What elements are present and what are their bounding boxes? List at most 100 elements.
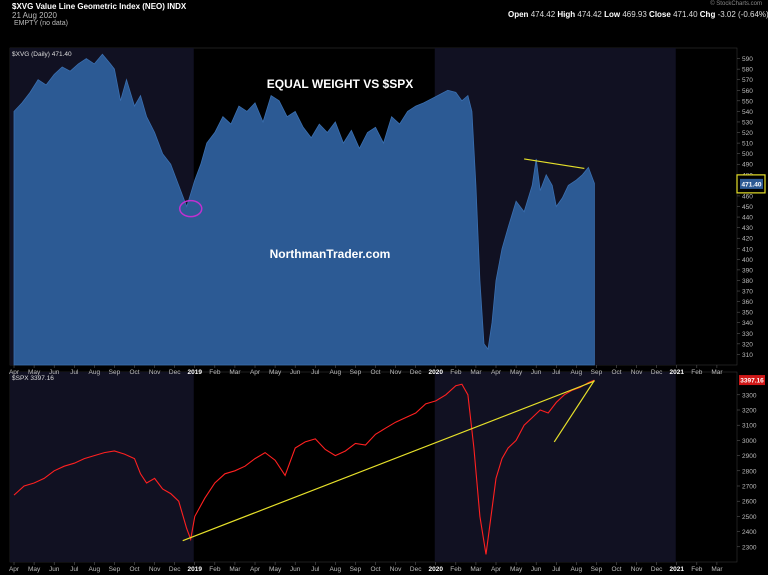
- bottom-x-tick-label: Dec: [651, 566, 663, 573]
- close-value: 471.40: [673, 10, 698, 19]
- top-x-tick-label: Oct: [129, 369, 139, 376]
- y-tick-label: 2800: [742, 468, 757, 475]
- top-x-tick-label: Aug: [571, 369, 583, 376]
- top-x-tick-label: Jun: [49, 369, 60, 376]
- top-x-tick-label: Feb: [450, 369, 462, 376]
- bottom-x-tick-label: Nov: [631, 566, 643, 573]
- empty-note: EMPTY (no data): [14, 20, 68, 27]
- bottom-x-tick-label: Oct: [370, 566, 380, 573]
- y-tick-label: 350: [742, 310, 753, 317]
- bottom-x-tick-label: Sep: [591, 566, 603, 573]
- y-tick-label: 3200: [742, 408, 757, 415]
- spx-last-value: 3397.16: [740, 378, 764, 385]
- top-x-tick-label: Mar: [229, 369, 241, 376]
- y-tick-label: 2500: [742, 514, 757, 521]
- y-tick-label: 500: [742, 151, 753, 158]
- watermark-text: NorthmanTrader.com: [270, 247, 391, 261]
- y-tick-label: 370: [742, 289, 753, 296]
- chart-date: 21 Aug 2020: [12, 11, 57, 20]
- open-value: 474.42: [530, 10, 556, 19]
- bottom-x-tick-label: 2020: [429, 566, 444, 573]
- top-x-tick-label: Aug: [89, 369, 101, 376]
- y-tick-label: 2900: [742, 453, 757, 460]
- high-label: High: [557, 10, 576, 19]
- spx-line-series: [13, 379, 595, 555]
- top-x-tick-label: Apr: [9, 369, 20, 376]
- y-tick-label: 2400: [742, 529, 757, 536]
- top-x-tick-label: Feb: [691, 369, 703, 376]
- bottom-x-tick-label: 2019: [188, 566, 203, 573]
- y-tick-label: 520: [742, 130, 753, 137]
- top-x-tick-label: Mar: [711, 369, 723, 376]
- bottom-x-tick-label: Mar: [711, 566, 723, 573]
- y-tick-label: 490: [742, 162, 753, 169]
- top-x-tick-label: Jun: [290, 369, 301, 376]
- bottom-x-tick-label: May: [28, 566, 41, 573]
- top-x-tick-label: Dec: [651, 369, 663, 376]
- bottom-x-tick-label: Mar: [470, 566, 482, 573]
- bottom-x-tick-label: Jul: [552, 566, 561, 573]
- y-tick-label: 530: [742, 119, 753, 126]
- y-tick-label: 460: [742, 193, 753, 200]
- bottom-x-tick-label: Jul: [70, 566, 79, 573]
- top-x-tick-label: Sep: [109, 369, 121, 376]
- y-tick-label: 3100: [742, 423, 757, 430]
- bottom-x-tick-label: Dec: [410, 566, 422, 573]
- y-tick-label: 590: [742, 56, 753, 63]
- xvg-legend: $XVG (Daily) 471.40: [12, 51, 72, 58]
- y-tick-label: 420: [742, 236, 753, 243]
- top-x-tick-label: Sep: [350, 369, 362, 376]
- year-shade-band: [434, 372, 676, 562]
- bottom-x-tick-label: Aug: [89, 566, 101, 573]
- y-tick-label: 310: [742, 352, 753, 359]
- chart-headline: EQUAL WEIGHT VS $SPX: [267, 77, 413, 91]
- bottom-x-tick-label: May: [510, 566, 523, 573]
- y-tick-label: 390: [742, 267, 753, 274]
- top-x-tick-label: 2020: [429, 369, 444, 376]
- bottom-x-tick-label: Oct: [129, 566, 139, 573]
- y-tick-label: 560: [742, 88, 753, 95]
- bottom-x-tick-label: Feb: [209, 566, 221, 573]
- y-tick-label: 570: [742, 77, 753, 84]
- bottom-x-tick-label: Jun: [531, 566, 542, 573]
- y-tick-label: 380: [742, 278, 753, 285]
- bottom-x-tick-label: Mar: [229, 566, 241, 573]
- y-tick-label: 330: [742, 331, 753, 338]
- y-tick-label: 320: [742, 341, 753, 348]
- top-x-tick-label: Jul: [311, 369, 320, 376]
- y-tick-label: 410: [742, 246, 753, 253]
- spx-legend: $SPX 3397.16: [12, 375, 54, 382]
- bottom-x-tick-label: Sep: [109, 566, 121, 573]
- xvg-last-value: 471.40: [742, 181, 762, 188]
- top-x-tick-label: Feb: [209, 369, 221, 376]
- y-tick-label: 440: [742, 215, 753, 222]
- top-x-tick-label: May: [28, 369, 41, 376]
- symbol-title: $XVG Value Line Geometric Index (NEO) IN…: [12, 2, 187, 11]
- bottom-x-tick-label: Aug: [571, 566, 583, 573]
- top-x-tick-label: Dec: [410, 369, 422, 376]
- quote-row: Open 474.42 High 474.42 Low 469.93 Close…: [508, 10, 768, 19]
- y-tick-label: 2300: [742, 544, 757, 551]
- chg-label: Chg: [699, 10, 716, 19]
- chart-title: $XVG Value Line Geometric Index (NEO) IN…: [12, 2, 186, 11]
- top-x-tick-label: Mar: [470, 369, 482, 376]
- source-credit: © StockCharts.com: [710, 1, 762, 7]
- top-x-tick-label: Oct: [370, 369, 380, 376]
- top-x-tick-label: Apr: [250, 369, 261, 376]
- bottom-x-tick-label: Aug: [330, 566, 342, 573]
- y-tick-label: 360: [742, 299, 753, 306]
- xvg-trendline: [524, 158, 585, 170]
- low-value: 469.93: [622, 10, 647, 19]
- y-tick-label: 430: [742, 225, 753, 232]
- bottom-x-tick-label: Oct: [611, 566, 621, 573]
- spx-trendline-1: [553, 380, 595, 443]
- bottom-x-tick-label: Apr: [250, 566, 261, 573]
- bottom-x-tick-label: Feb: [691, 566, 703, 573]
- high-value: 474.42: [577, 10, 602, 19]
- top-x-tick-label: Dec: [169, 369, 181, 376]
- bottom-x-tick-label: Apr: [491, 566, 502, 573]
- y-tick-label: 2600: [742, 499, 757, 506]
- top-x-tick-label: May: [510, 369, 523, 376]
- bottom-x-tick-label: Apr: [9, 566, 20, 573]
